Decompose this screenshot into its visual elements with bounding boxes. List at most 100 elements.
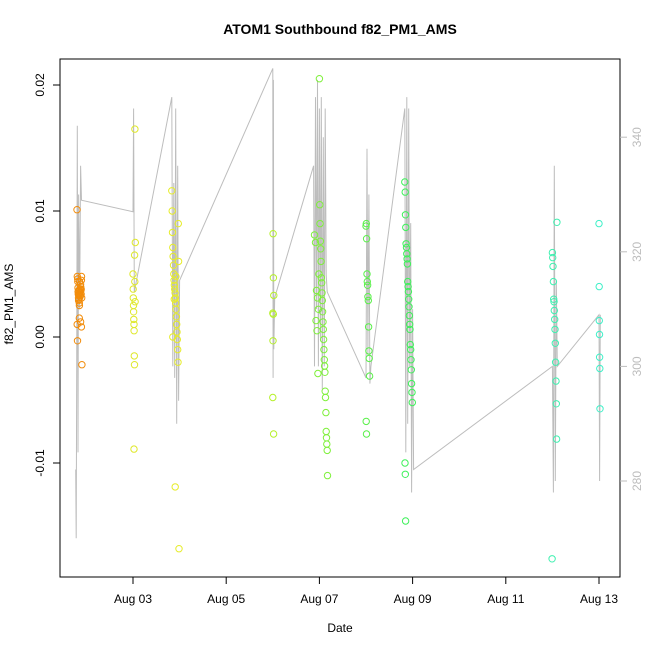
data-point [168, 187, 176, 195]
data-point [364, 296, 372, 305]
data-point [319, 325, 327, 334]
data-point [550, 306, 558, 315]
data-point [131, 298, 139, 306]
data-point [269, 274, 278, 282]
data-point [322, 408, 330, 417]
data-point [317, 274, 325, 282]
data-point [403, 260, 412, 268]
data-point [595, 316, 603, 325]
data-point [170, 295, 179, 303]
data-point [129, 308, 138, 316]
data-point [407, 345, 415, 354]
data-point [130, 361, 139, 369]
y-tick-label: 0.00 [33, 325, 47, 349]
y-axis: -0.01 0.00 0.01 0.02 [33, 73, 60, 477]
data-point [314, 305, 323, 313]
data-point [76, 318, 85, 326]
secondary-y-axis: 280 300 320 340 [620, 127, 644, 491]
data-point [316, 237, 325, 245]
data-point [317, 257, 325, 266]
x-tick-label: Aug 11 [487, 592, 524, 606]
data-point [131, 238, 140, 247]
data-point [171, 285, 179, 293]
data-point [408, 398, 416, 407]
data-point [362, 235, 371, 243]
data-point [321, 368, 329, 376]
series-group [595, 219, 604, 413]
data-point [173, 320, 181, 329]
data-point [269, 393, 277, 402]
data-point [129, 301, 138, 310]
data-point [401, 188, 409, 196]
data-point [77, 323, 86, 331]
secondary-line-layer [75, 68, 601, 539]
data-point [130, 352, 139, 360]
data-point [316, 219, 324, 228]
data-point [550, 295, 558, 303]
data-point [405, 303, 413, 311]
data-point [549, 277, 558, 286]
data-point [553, 218, 561, 227]
data-point [362, 219, 370, 228]
data-point [130, 445, 138, 453]
data-point [323, 471, 332, 480]
data-point [169, 333, 177, 341]
data-point [312, 316, 320, 325]
data-point [130, 251, 139, 259]
series-group [269, 230, 278, 438]
data-point [318, 308, 327, 316]
data-point [316, 201, 324, 209]
data-point [552, 435, 561, 443]
data-point [405, 311, 414, 320]
data-point [363, 270, 371, 278]
y-tick-label: 0.01 [33, 199, 47, 223]
data-point [595, 353, 604, 361]
data-point [405, 295, 413, 303]
x-tick-label: Aug 03 [114, 592, 152, 606]
y2-tick-label: 280 [630, 471, 644, 491]
data-point [77, 272, 86, 281]
data-point [404, 282, 412, 291]
data-point [171, 294, 180, 302]
data-point [75, 301, 84, 310]
data-point [129, 294, 138, 302]
x-tick-label: Aug 13 [580, 592, 618, 606]
data-point [552, 400, 560, 408]
data-point [75, 314, 84, 322]
data-point [170, 276, 178, 284]
data-point [551, 325, 559, 334]
data-point [269, 430, 278, 438]
data-point [318, 289, 326, 297]
data-point [174, 257, 183, 266]
data-point [173, 328, 181, 336]
chart-title: ATOM1 Southbound f82_PM1_AMS [223, 21, 457, 37]
data-point [404, 277, 412, 286]
data-point [130, 315, 138, 324]
series-group [310, 75, 332, 480]
data-point [403, 250, 411, 258]
data-point [172, 305, 180, 313]
data-point [551, 339, 559, 347]
y-tick-label: 0.02 [33, 73, 47, 97]
data-point [323, 446, 331, 455]
data-point [269, 337, 277, 345]
data-point [364, 293, 372, 301]
data-point [323, 440, 331, 448]
data-point [310, 231, 319, 239]
data-point [549, 253, 557, 262]
data-point [363, 277, 371, 286]
data-point [596, 364, 604, 373]
data-point [365, 372, 374, 380]
series-group [168, 187, 183, 553]
data-point [551, 358, 560, 366]
data-point [314, 369, 322, 378]
data-point [77, 290, 85, 298]
y2-tick-label: 300 [630, 356, 644, 376]
data-point [407, 379, 416, 388]
data-point [596, 405, 604, 413]
data-point [319, 335, 328, 344]
data-point [269, 230, 277, 238]
data-point [364, 323, 373, 331]
data-point [402, 223, 410, 232]
